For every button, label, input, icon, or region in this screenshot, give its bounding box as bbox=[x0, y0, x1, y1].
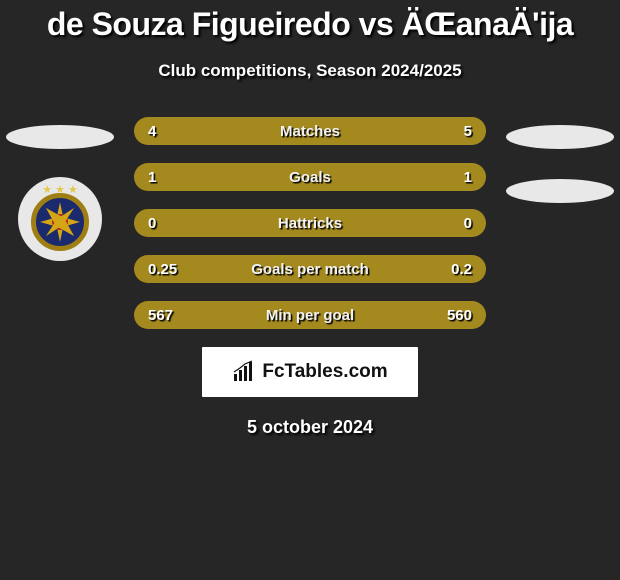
stat-right-value: 560 bbox=[447, 301, 472, 329]
stat-label: Min per goal bbox=[134, 301, 486, 329]
badge-ring-icon bbox=[31, 193, 89, 251]
stat-right-value: 0.2 bbox=[451, 255, 472, 283]
stat-left-value: 4 bbox=[148, 117, 156, 145]
stat-row: Min per goal567 560 bbox=[134, 301, 486, 329]
stat-left-value: 0.25 bbox=[148, 255, 177, 283]
stat-row: Goals per match0.25 0.2 bbox=[134, 255, 486, 283]
stat-row: Hattricks0 0 bbox=[134, 209, 486, 237]
player-photo-placeholder bbox=[506, 125, 614, 149]
badge-burst-icon bbox=[40, 202, 80, 242]
subtitle: Club competitions, Season 2024/2025 bbox=[0, 61, 620, 81]
brand-label: FcTables.com bbox=[262, 361, 387, 383]
stat-right-value: 0 bbox=[464, 209, 472, 237]
comparison-panel: ★★★ Matches4 5 Goals1 1 Hattricks0 0 Goals per… bbox=[0, 117, 620, 438]
brand-box: FcTables.com bbox=[202, 347, 418, 397]
player-photo-placeholder bbox=[6, 125, 114, 149]
club-badge-placeholder bbox=[506, 179, 614, 203]
date-label: 5 october 2024 bbox=[0, 417, 620, 438]
stat-left-value: 0 bbox=[148, 209, 156, 237]
stat-right-value: 1 bbox=[464, 163, 472, 191]
stat-row: Goals1 1 bbox=[134, 163, 486, 191]
stat-label: Goals per match bbox=[134, 255, 486, 283]
right-player-column bbox=[500, 109, 620, 231]
stat-left-value: 1 bbox=[148, 163, 156, 191]
stat-row: Matches4 5 bbox=[134, 117, 486, 145]
left-player-column: ★★★ bbox=[0, 109, 120, 261]
club-badge: ★★★ bbox=[18, 177, 102, 261]
stat-right-value: 5 bbox=[464, 117, 472, 145]
bar-chart-icon bbox=[232, 360, 256, 384]
stat-label: Goals bbox=[134, 163, 486, 191]
stat-label: Hattricks bbox=[134, 209, 486, 237]
stat-label: Matches bbox=[134, 117, 486, 145]
stats-list: Matches4 5 Goals1 1 Hattricks0 0 Goals per mat… bbox=[134, 117, 486, 329]
page-title: de Souza Figueiredo vs ÄŒanaÄ'ija bbox=[0, 6, 620, 43]
stat-left-value: 567 bbox=[148, 301, 173, 329]
